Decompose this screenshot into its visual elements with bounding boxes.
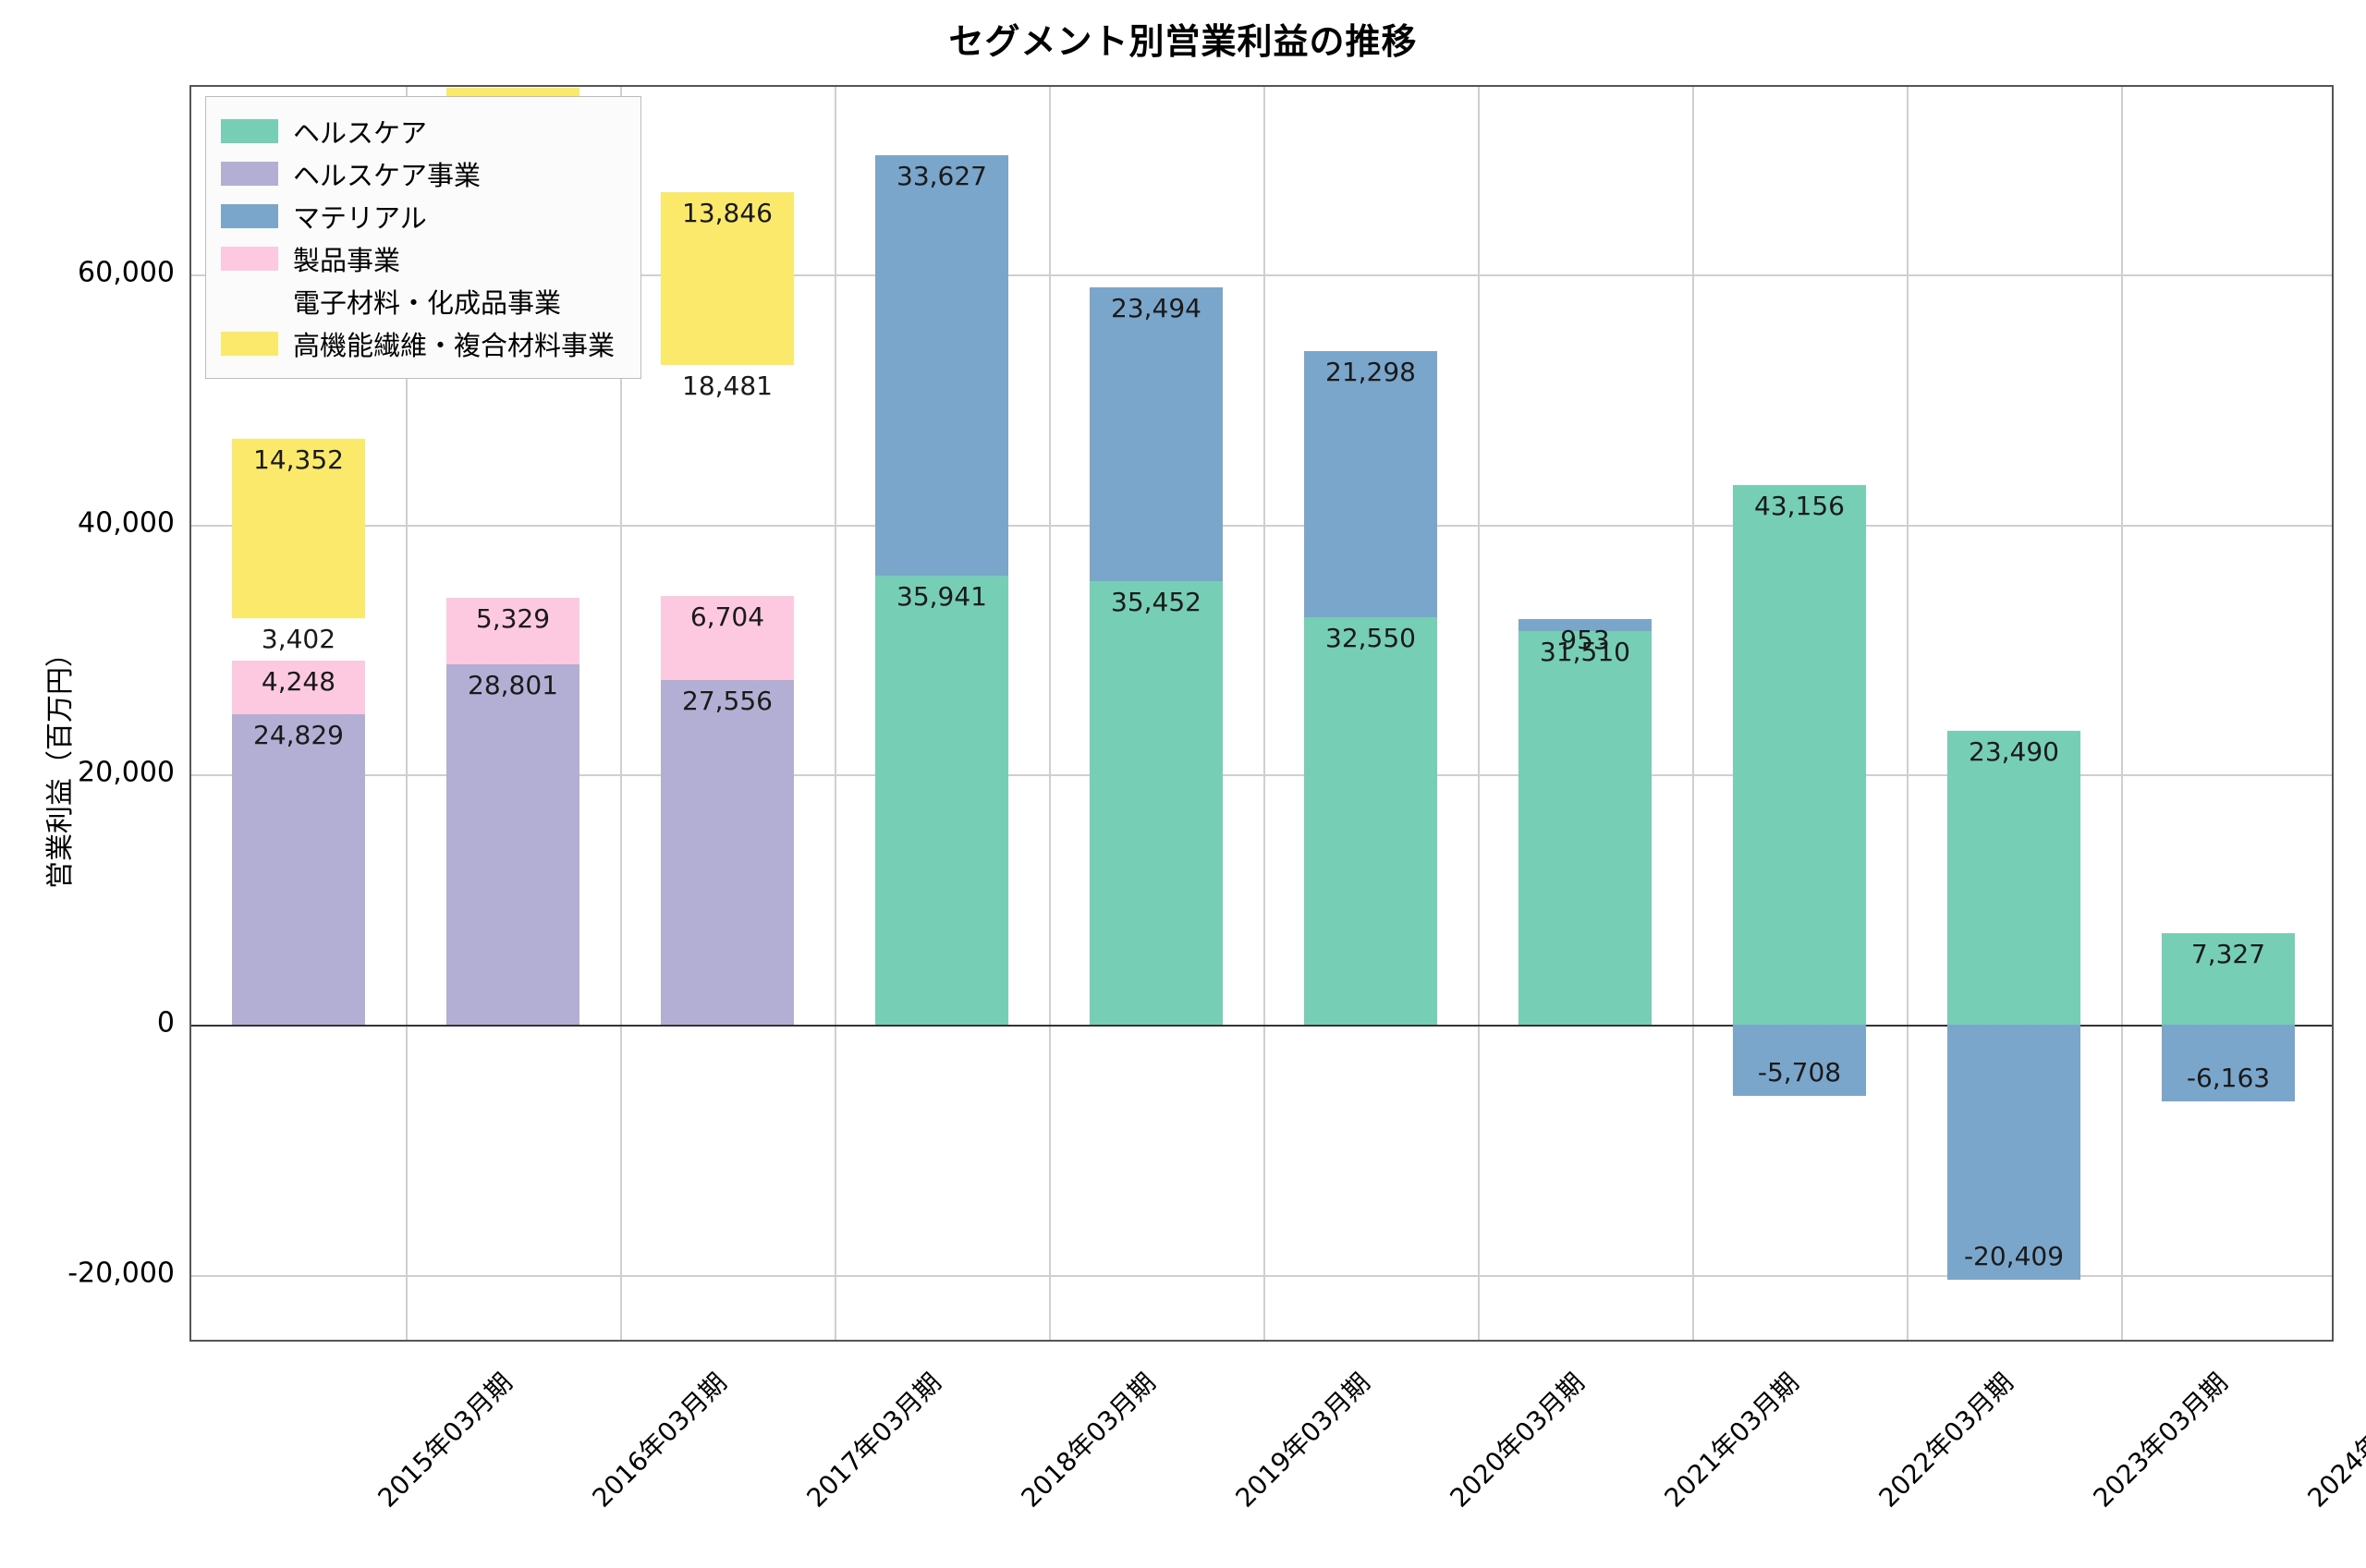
y-axis-label: 営業利益（百万円） [44,639,77,889]
grid-line-vertical [1692,87,1694,1340]
x-tick-label: 2021年03月期 [1658,1367,1805,1513]
x-tick-label: 2018年03月期 [1015,1367,1162,1513]
grid-line-horizontal [191,524,2332,527]
bar-segment [875,575,1008,1025]
bar-value-label: 18,481 [682,371,773,402]
x-tick-label: 2020年03月期 [1444,1367,1591,1513]
bar-segment [1090,287,1223,582]
bar-value-label: 31,510 [1540,636,1630,667]
legend-swatch [221,247,278,271]
bar-segment [446,598,579,665]
bar-value-label: 33,627 [896,160,987,191]
y-tick-label: 40,000 [78,506,175,540]
grid-line-horizontal [191,774,2332,777]
x-tick-label: 2017年03月期 [800,1367,947,1513]
x-tick-label: 2023年03月期 [2087,1367,2234,1513]
bar-segment [875,154,1008,576]
legend-item[interactable]: ヘルスケア事業 [221,152,626,195]
bar-segment [1733,1024,1866,1097]
grid-line-vertical [1263,87,1265,1340]
bar-value-label: 7,327 [2190,938,2266,969]
grid-line-vertical [1478,87,1480,1340]
bar-segment [446,664,579,1025]
legend-swatch [221,332,278,356]
legend-item[interactable]: 高機能繊維・複合材料事業 [221,322,626,365]
legend-label: ヘルスケア事業 [293,160,482,191]
bar-segment [1947,1024,2080,1281]
bar-segment [2162,932,2295,1025]
grid-line-vertical [1049,87,1051,1340]
grid-line-vertical [1907,87,1909,1340]
legend-swatch [221,204,278,228]
bar-value-label: 32,550 [1325,623,1416,654]
y-tick-label: 20,000 [78,756,175,789]
x-tick-label: 2016年03月期 [586,1367,733,1513]
bar-segment [232,661,365,714]
bar-segment [1518,618,1652,631]
bar-value-label: 5,329 [475,603,551,635]
grid-line-vertical [406,87,408,1340]
bar-value-label: -5,708 [1757,1057,1842,1088]
chart-legend: ヘルスケアヘルスケア事業 マテリアル製品事業電子材料・化成品事業高機能繊維・複合材… [205,96,641,379]
legend-item[interactable]: 製品事業 [221,237,626,280]
bar-value-label: 3,402 [261,624,336,655]
bar-value-label: 13,846 [682,197,773,228]
bar-segment [1304,351,1437,618]
bar-value-label: 43,156 [1754,490,1845,521]
bar-value-label: 953 [1560,624,1610,655]
x-tick-label: 2015年03月期 [372,1367,518,1513]
grid-line-horizontal [191,1274,2332,1277]
bar-value-label: 23,490 [1969,736,2059,768]
y-tick-label: 0 [156,1006,175,1039]
x-tick-label: 2022年03月期 [1872,1367,2019,1513]
bar-segment [232,439,365,619]
bar-value-label: 21,298 [1325,357,1416,388]
bar-value-label: 4,248 [261,666,336,698]
bar-value-label: 35,452 [1111,587,1201,618]
bar-segment [232,713,365,1025]
grid-line-vertical [835,87,836,1340]
bar-value-label: 23,494 [1111,293,1201,324]
bar-segment [2162,1024,2295,1102]
bar-value-label: -20,409 [1963,1241,2065,1272]
grid-line-horizontal [191,273,2332,276]
bar-value-label: 28,801 [468,670,558,701]
legend-label: 製品事業 [293,245,401,276]
bar-value-label: 35,941 [896,580,987,612]
legend-item[interactable]: 電子材料・化成品事業 [221,280,626,322]
legend-label: マテリアル [293,202,427,234]
bar-segment [1947,731,2080,1025]
bar-segment [1518,630,1652,1025]
bar-value-label: 6,704 [689,602,765,633]
y-tick-label: -20,000 [67,1257,175,1290]
bar-value-label: 24,829 [253,719,344,750]
bar-value-label: 27,556 [682,686,773,717]
legend-swatch [221,289,278,313]
plot-area: 24,8294,2483,40214,35228,8015,32922,2981… [189,85,2334,1342]
chart-title: セグメント別営業利益の推移 [948,21,1418,62]
bar-value-label: 14,352 [253,444,344,476]
x-tick-label: 2024年03月期 [2301,1367,2366,1513]
legend-swatch [221,162,278,186]
bar-segment [1090,581,1223,1025]
x-tick-label: 2019年03月期 [1229,1367,1376,1513]
legend-label: 電子材料・化成品事業 [293,287,562,319]
legend-swatch [221,119,278,143]
bar-segment [661,191,794,366]
legend-label: 高機能繊維・複合材料事業 [293,330,616,361]
y-tick-label: 60,000 [78,256,175,289]
bar-segment [1304,617,1437,1025]
legend-item[interactable]: ヘルスケア [221,110,626,152]
grid-line-vertical [620,87,622,1340]
legend-item[interactable]: マテリアル [221,195,626,237]
bar-segment [661,596,794,681]
zero-line [191,1024,2332,1027]
grid-line-vertical [2121,87,2123,1340]
bar-value-label: -6,163 [2186,1063,2271,1094]
bar-segment [1733,484,1866,1025]
bar-segment [661,680,794,1025]
legend-label: ヘルスケア [293,117,428,149]
